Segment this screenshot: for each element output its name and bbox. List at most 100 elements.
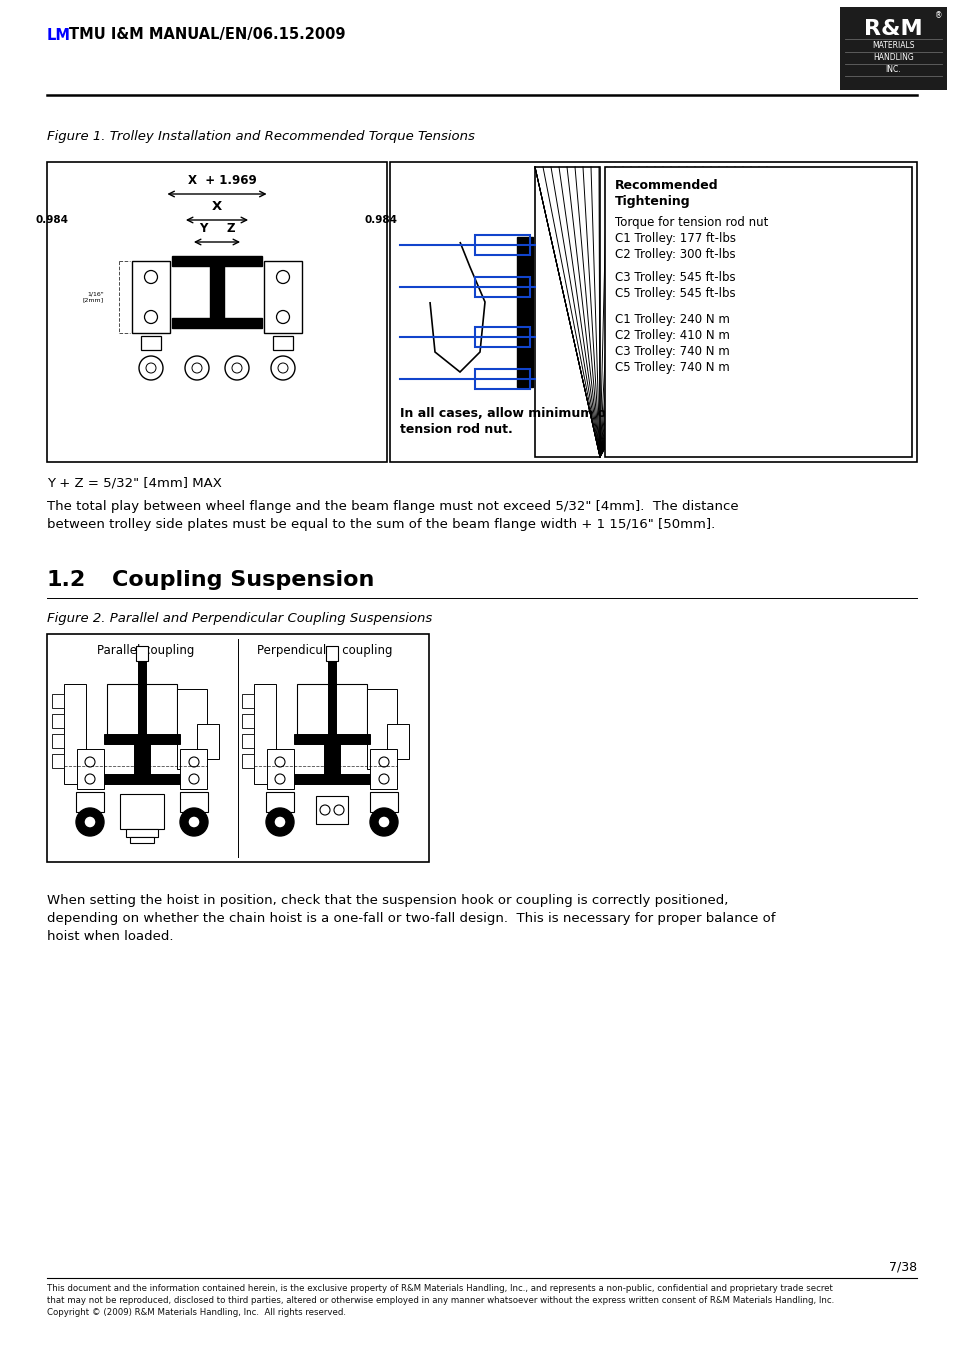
Bar	[133, 744, 150, 774]
Bar	[104, 734, 180, 744]
Text: C1 Trolley: 177 ft-lbs: C1 Trolley: 177 ft-lbs	[615, 232, 735, 245]
Circle shape	[189, 757, 199, 767]
Bar	[475, 369, 530, 389]
Circle shape	[225, 357, 249, 380]
Text: tension rod nut.: tension rod nut.	[399, 423, 512, 436]
Text: 1/16"
[2mm]: 1/16" [2mm]	[83, 292, 104, 303]
Bar	[475, 277, 530, 297]
Text: Y: Y	[198, 222, 207, 235]
Bar	[52, 694, 64, 708]
Bar	[77, 748, 104, 789]
Text: C3 Trolley: 545 ft-lbs: C3 Trolley: 545 ft-lbs	[615, 272, 735, 284]
Bar	[296, 684, 367, 739]
Bar	[52, 713, 64, 728]
Text: 0.984: 0.984	[365, 215, 397, 226]
Circle shape	[274, 774, 285, 784]
Circle shape	[276, 270, 289, 284]
Circle shape	[276, 311, 289, 323]
Bar	[136, 646, 148, 661]
Text: Coupling Suspension: Coupling Suspension	[112, 570, 374, 590]
Text: R&M: R&M	[863, 19, 922, 39]
Bar	[180, 748, 207, 789]
Text: Figure 2. Parallel and Perpendicular Coupling Suspensions: Figure 2. Parallel and Perpendicular Cou…	[47, 612, 432, 626]
Text: C2 Trolley: 300 ft-lbs: C2 Trolley: 300 ft-lbs	[615, 249, 735, 261]
Bar	[130, 838, 153, 843]
Bar	[253, 684, 275, 784]
Text: The total play between wheel flange and the beam flange must not exceed 5/32" [4: The total play between wheel flange and …	[47, 500, 738, 513]
Text: X  + 1.969: X + 1.969	[188, 174, 256, 186]
Text: INC.: INC.	[884, 65, 901, 74]
Bar	[315, 796, 348, 824]
Bar	[294, 774, 370, 784]
Bar	[840, 7, 946, 91]
Circle shape	[274, 816, 286, 828]
Circle shape	[378, 757, 389, 767]
Bar	[242, 694, 253, 708]
Bar	[604, 168, 911, 457]
Text: Y + Z = 5/32" [4mm] MAX: Y + Z = 5/32" [4mm] MAX	[47, 476, 222, 489]
Bar	[264, 261, 302, 332]
Circle shape	[271, 357, 294, 380]
Bar	[196, 724, 219, 759]
Circle shape	[146, 363, 156, 373]
Text: When setting the hoist in position, check that the suspension hook or coupling i: When setting the hoist in position, chec…	[47, 894, 727, 907]
Text: Perpendicular coupling: Perpendicular coupling	[256, 644, 392, 657]
Text: C3 Trolley: 740 N m: C3 Trolley: 740 N m	[615, 345, 729, 358]
Circle shape	[370, 808, 397, 836]
Circle shape	[85, 774, 95, 784]
Bar	[104, 774, 180, 784]
Circle shape	[277, 363, 288, 373]
Bar	[326, 646, 337, 661]
Bar	[172, 255, 262, 266]
Text: Figure 1. Trolley Installation and Recommended Torque Tensions: Figure 1. Trolley Installation and Recom…	[47, 130, 475, 143]
Bar	[328, 659, 335, 744]
Text: In all cases, allow minimum of one washer under each: In all cases, allow minimum of one washe…	[399, 407, 780, 420]
Bar	[535, 168, 599, 457]
Bar	[141, 336, 161, 350]
Bar	[138, 659, 146, 744]
Circle shape	[188, 816, 200, 828]
Bar	[273, 336, 293, 350]
Bar	[180, 792, 208, 812]
Bar	[370, 748, 396, 789]
Text: Tightening: Tightening	[615, 195, 690, 208]
Text: Parallel coupling: Parallel coupling	[97, 644, 194, 657]
Text: Torque for tension rod nut: Torque for tension rod nut	[615, 216, 767, 230]
Bar	[52, 754, 64, 767]
Text: Z: Z	[227, 222, 235, 235]
Bar	[324, 744, 339, 774]
Bar	[47, 634, 429, 862]
Text: depending on whether the chain hoist is a one-fall or two-fall design.  This is : depending on whether the chain hoist is …	[47, 912, 775, 925]
Circle shape	[377, 816, 390, 828]
Text: LM: LM	[47, 27, 71, 42]
Bar	[172, 317, 262, 328]
Circle shape	[180, 808, 208, 836]
Circle shape	[139, 357, 163, 380]
Bar	[107, 684, 177, 739]
Bar	[367, 689, 396, 769]
Text: hoist when loaded.: hoist when loaded.	[47, 929, 173, 943]
Bar	[387, 724, 409, 759]
Circle shape	[144, 311, 157, 323]
Circle shape	[85, 757, 95, 767]
Bar	[47, 162, 387, 462]
Text: C2 Trolley: 410 N m: C2 Trolley: 410 N m	[615, 330, 729, 342]
Circle shape	[266, 808, 294, 836]
Text: 0.984: 0.984	[36, 215, 69, 226]
Bar	[242, 734, 253, 748]
Bar	[177, 689, 207, 769]
Circle shape	[144, 270, 157, 284]
Bar	[517, 236, 533, 386]
Bar	[126, 830, 158, 838]
Circle shape	[378, 774, 389, 784]
Text: ®: ®	[935, 11, 942, 20]
Text: This document and the information contained herein, is the exclusive property of: This document and the information contai…	[47, 1283, 832, 1293]
Text: X: X	[212, 200, 222, 213]
Circle shape	[232, 363, 242, 373]
Bar	[120, 794, 164, 830]
Bar	[52, 734, 64, 748]
Circle shape	[334, 805, 344, 815]
Bar	[76, 792, 104, 812]
Text: MATERIALS: MATERIALS	[871, 41, 914, 50]
Text: Copyright © (2009) R&M Materials Handling, Inc.  All rights reserved.: Copyright © (2009) R&M Materials Handlin…	[47, 1308, 346, 1317]
